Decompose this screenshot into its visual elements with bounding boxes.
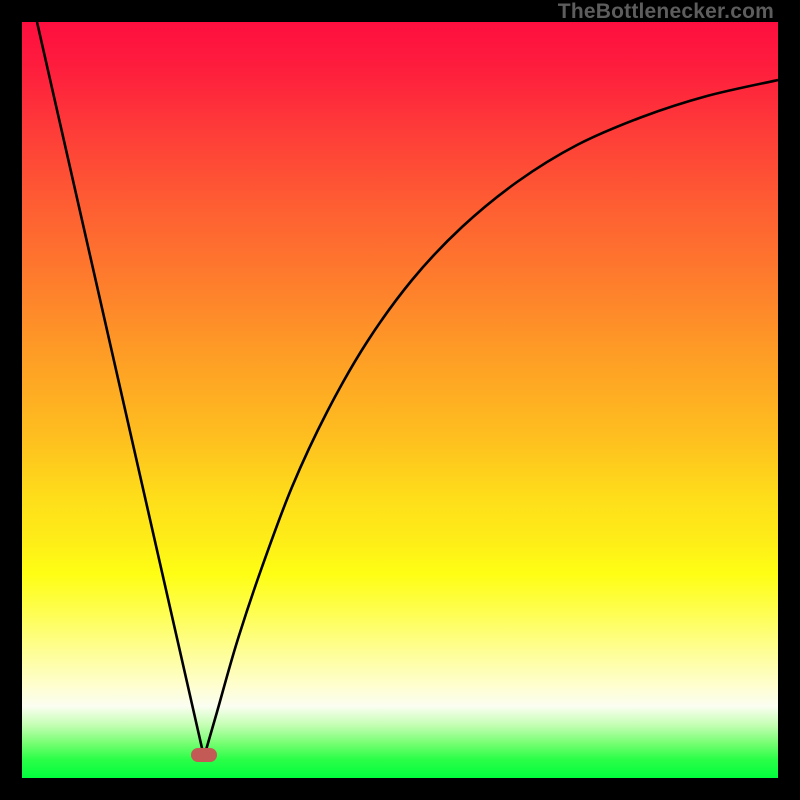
plot-area [22, 22, 778, 778]
frame-right [778, 0, 800, 800]
curve-left-branch [37, 22, 204, 757]
watermark-text: TheBottlenecker.com [558, 0, 774, 24]
bottleneck-curve [22, 22, 778, 778]
frame-left [0, 0, 22, 800]
curve-right-branch [204, 80, 778, 757]
frame-bottom [0, 778, 800, 800]
minimum-marker [191, 748, 217, 762]
